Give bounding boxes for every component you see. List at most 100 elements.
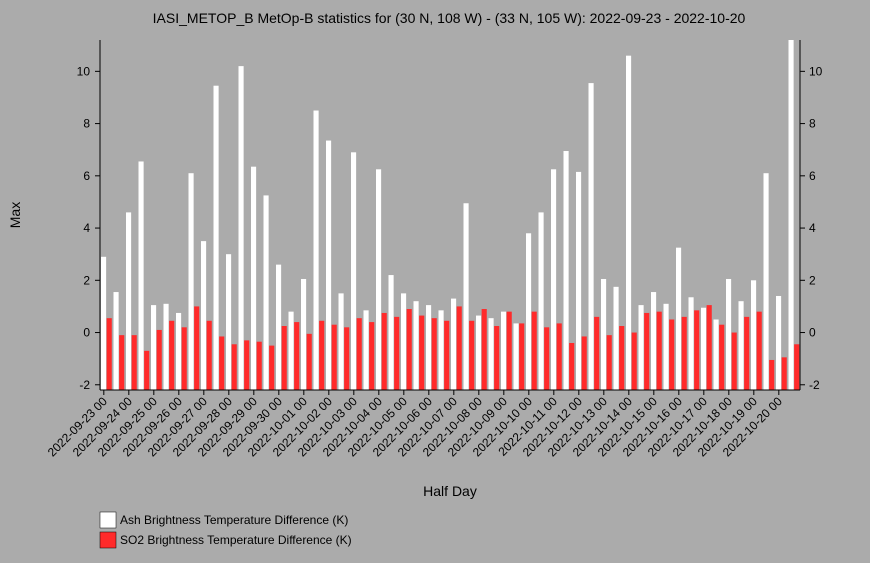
so2-bar-26 <box>431 318 437 390</box>
y-tick-label-left: 8 <box>83 117 90 131</box>
ash-bar-3 <box>138 161 144 390</box>
so2-bar-3 <box>144 350 150 390</box>
legend-swatch-ash <box>99 511 117 529</box>
ash-bar-49 <box>713 319 719 390</box>
ash-bar-24 <box>401 293 407 390</box>
so2-bar-47 <box>694 310 700 390</box>
so2-bar-38 <box>581 336 587 390</box>
ash-bar-12 <box>251 166 257 390</box>
ash-bar-15 <box>288 311 294 390</box>
ash-bar-46 <box>676 247 682 390</box>
ash-bar-39 <box>588 83 594 390</box>
y-tick-label-left: 6 <box>83 169 90 183</box>
so2-bar-27 <box>444 320 450 390</box>
ash-bar-34 <box>526 233 532 390</box>
ash-bar-45 <box>663 303 669 390</box>
ash-bar-22 <box>376 169 382 390</box>
ash-bar-23 <box>388 275 394 390</box>
ash-bar-37 <box>563 151 569 390</box>
ash-bar-9 <box>213 85 219 391</box>
y-tick-label-left: 2 <box>83 273 90 287</box>
so2-bar-17 <box>319 320 325 390</box>
ash-bar-54 <box>776 295 782 390</box>
ash-bar-27 <box>438 310 444 390</box>
so2-bar-21 <box>369 322 375 390</box>
so2-bar-23 <box>394 316 400 390</box>
so2-bar-12 <box>256 341 262 390</box>
y-tick-label-left: 0 <box>83 326 90 340</box>
ash-bar-48 <box>701 307 707 390</box>
ash-bar-52 <box>751 280 757 390</box>
so2-bar-2 <box>131 335 137 390</box>
ash-bar-4 <box>151 305 157 390</box>
ash-bar-50 <box>726 278 732 390</box>
so2-bar-42 <box>631 332 637 390</box>
ash-bar-20 <box>351 152 357 390</box>
legend-label-ash: Ash Brightness Temperature Difference (K… <box>120 513 348 527</box>
so2-bar-11 <box>244 340 250 390</box>
so2-bar-51 <box>744 316 750 390</box>
so2-bar-53 <box>769 359 775 390</box>
ash-bar-10 <box>226 254 232 390</box>
so2-bar-6 <box>181 327 187 390</box>
ash-bar-17 <box>313 110 319 391</box>
so2-bar-41 <box>619 326 625 390</box>
ash-bar-29 <box>463 203 469 390</box>
legend: Ash Brightness Temperature Difference (K… <box>99 511 352 549</box>
ash-bar-11 <box>238 66 244 391</box>
y-tick-label-right: 0 <box>809 326 816 340</box>
ash-bar-53 <box>763 173 769 390</box>
ash-bar-30 <box>476 315 482 390</box>
so2-bar-4 <box>156 329 162 390</box>
so2-bar-8 <box>206 320 212 390</box>
so2-bar-55 <box>794 344 800 390</box>
so2-bar-18 <box>331 324 337 390</box>
so2-bar-36 <box>556 323 562 390</box>
so2-bar-24 <box>406 309 412 390</box>
y-tick-label-right: 4 <box>809 221 816 235</box>
ash-bar-16 <box>301 278 307 390</box>
ash-bar-28 <box>451 298 457 390</box>
so2-bar-46 <box>681 316 687 390</box>
y-tick-label-right: 6 <box>809 169 816 183</box>
bars-group <box>101 40 800 391</box>
y-tick-label-right: 2 <box>809 273 816 287</box>
so2-bar-32 <box>506 311 512 390</box>
so2-bar-44 <box>656 311 662 390</box>
ash-bar-7 <box>188 173 194 390</box>
so2-bar-1 <box>119 335 125 390</box>
so2-bar-40 <box>606 335 612 390</box>
ash-bar-44 <box>651 292 657 390</box>
so2-bar-5 <box>169 320 175 390</box>
ash-bar-6 <box>176 312 182 390</box>
y-tick-label-right: 10 <box>809 64 823 78</box>
ash-bar-38 <box>576 171 582 390</box>
so2-bar-13 <box>269 345 275 390</box>
so2-bar-29 <box>469 320 475 390</box>
so2-bar-20 <box>356 318 362 390</box>
ash-bar-55 <box>788 40 794 390</box>
legend-label-so2: SO2 Brightness Temperature Difference (K… <box>120 533 352 547</box>
ash-bar-13 <box>263 195 269 390</box>
ash-bar-47 <box>688 297 694 390</box>
ash-bar-36 <box>551 169 557 390</box>
so2-bar-52 <box>756 311 762 390</box>
chart-title: IASI_METOP_B MetOp-B statistics for (30 … <box>153 10 746 26</box>
ash-bar-14 <box>276 264 282 390</box>
ash-bar-35 <box>538 212 544 390</box>
ash-bar-1 <box>113 292 119 390</box>
legend-swatch-so2 <box>99 531 117 549</box>
so2-bar-22 <box>381 312 387 390</box>
ash-bar-25 <box>413 301 419 390</box>
ash-bar-5 <box>163 303 169 390</box>
ash-bar-40 <box>601 278 607 390</box>
ash-bar-42 <box>626 55 632 391</box>
ash-bar-43 <box>638 305 644 390</box>
axes-group <box>99 40 801 391</box>
y-tick-label-left: 10 <box>77 64 91 78</box>
so2-bar-14 <box>281 326 287 390</box>
y-ticks-group: -2 -2 0 0 2 2 4 4 6 6 8 8 10 10 <box>77 64 823 391</box>
so2-bar-9 <box>219 336 225 390</box>
